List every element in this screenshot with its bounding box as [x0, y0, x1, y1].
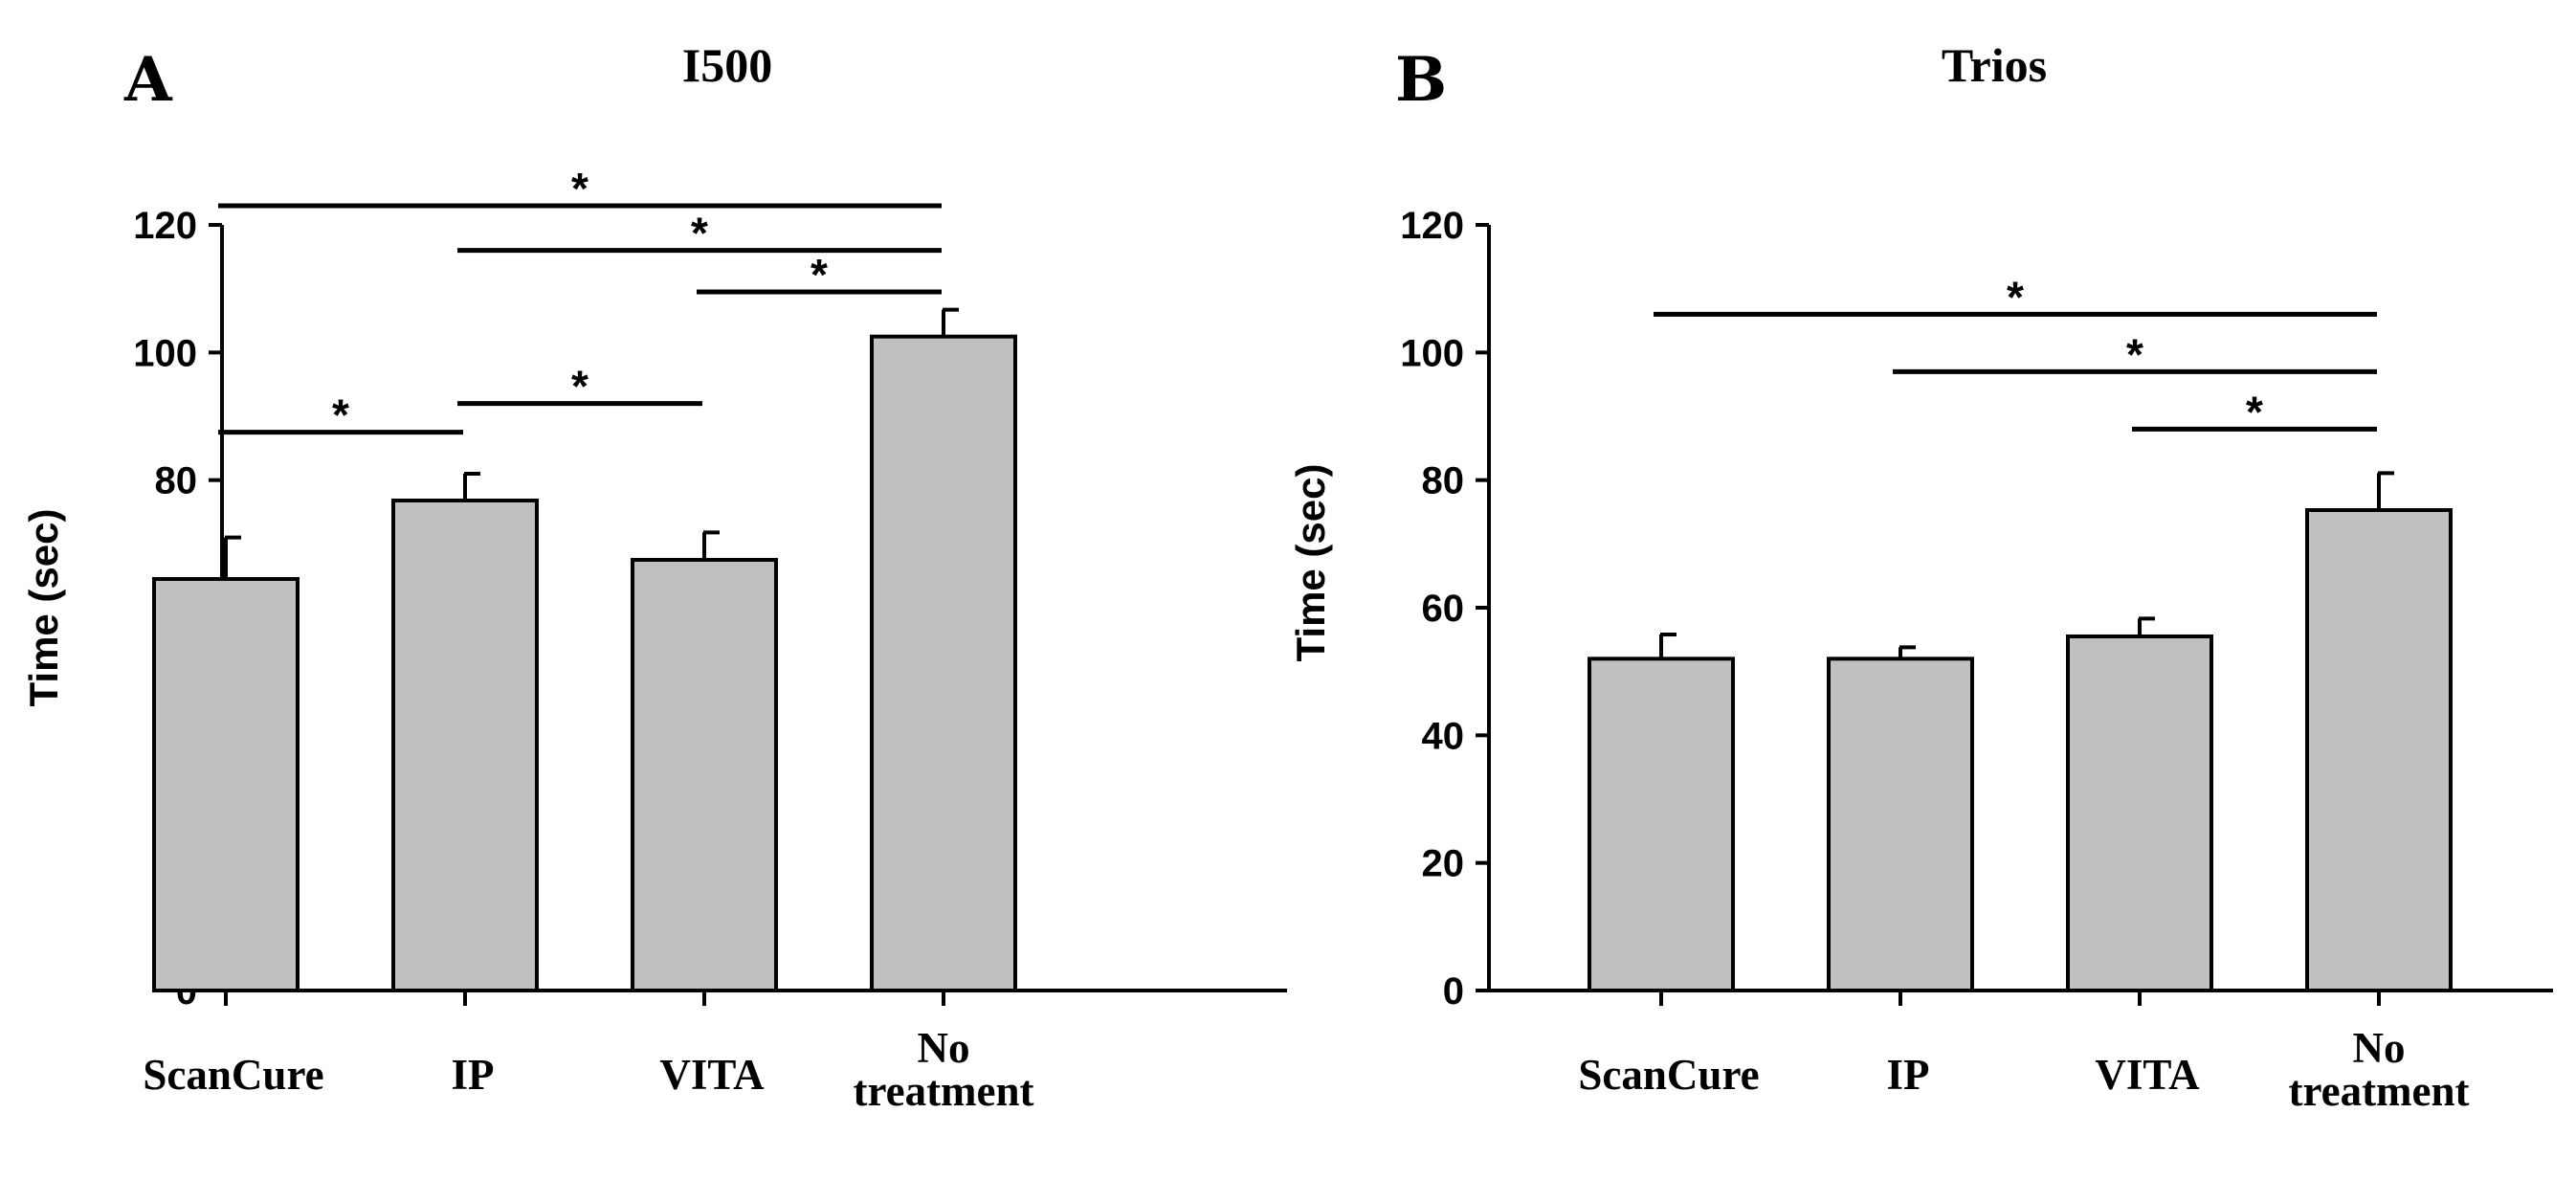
y-tick-label: 0 — [1443, 970, 1464, 1013]
bar-scancure — [152, 577, 300, 992]
significance-star: * — [691, 209, 708, 258]
bar-scancure — [1588, 657, 1735, 992]
y-tick-label: 40 — [1422, 715, 1465, 757]
y-tick-label: 100 — [1400, 332, 1464, 374]
x-category-label: VITA — [659, 1051, 765, 1099]
x-category-label: IP — [452, 1051, 495, 1099]
x-category-label: treatment — [853, 1067, 1033, 1115]
y-tick-label: 120 — [133, 205, 197, 247]
panel-b: B Trios Time (sec) 0 20 40 60 80 100 120 ScanCur… — [1288, 38, 2553, 1115]
significance-star: * — [332, 390, 349, 440]
chart-title-i500: I500 — [682, 38, 772, 92]
significance-star: * — [2126, 329, 2143, 379]
bar-no-treatment — [2305, 508, 2453, 992]
x-category-label: VITA — [2095, 1051, 2200, 1099]
bar-no-treatment — [870, 334, 1017, 992]
y-tick-label: 120 — [1400, 205, 1464, 247]
bar-ip — [391, 499, 539, 992]
significance-star: * — [2246, 387, 2263, 436]
bar-ip — [1827, 657, 1974, 992]
significance-star: * — [571, 164, 588, 213]
x-category-label: ScanCure — [143, 1051, 323, 1099]
x-category-label: treatment — [2288, 1067, 2469, 1115]
x-category-label: IP — [1887, 1051, 1930, 1099]
x-category-label: ScanCure — [1578, 1051, 1759, 1099]
y-axis-label: Time (sec) — [21, 509, 66, 707]
panel-label-b: B — [1395, 44, 1447, 116]
y-tick-label: 80 — [155, 460, 198, 502]
y-axis-label: Time (sec) — [1288, 464, 1333, 662]
significance-star: * — [571, 362, 588, 412]
panel-a: A I500 Time (sec)020406080100120ScanCure… — [21, 38, 1287, 1115]
x-category-label: No — [2353, 1024, 2406, 1072]
significance-star: * — [2007, 272, 2024, 322]
y-tick-label: 20 — [1422, 843, 1465, 885]
chart-title-trios: Trios — [1942, 38, 2047, 92]
bar-vita — [2066, 635, 2213, 992]
bar-vita — [631, 558, 778, 992]
significance-star: * — [811, 250, 828, 300]
panel-label-a: A — [123, 44, 173, 116]
y-tick-label: 60 — [1422, 588, 1465, 630]
y-tick-label: 80 — [1422, 460, 1465, 502]
y-tick-label: 100 — [133, 332, 197, 374]
x-category-label: No — [918, 1024, 970, 1072]
